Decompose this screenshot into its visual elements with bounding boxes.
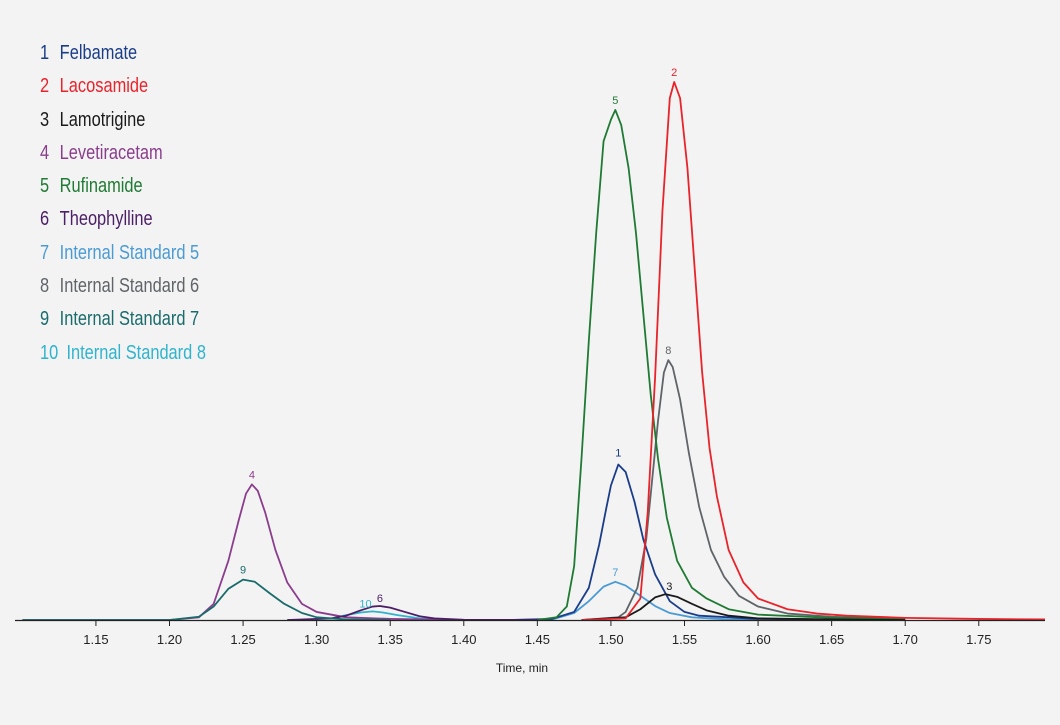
legend-name: Levetiracetam xyxy=(59,141,163,164)
x-tick-label: 1.25 xyxy=(230,632,255,647)
series-line-9 xyxy=(22,578,391,621)
legend-name: Felbamate xyxy=(59,42,138,64)
legend-item: 5 Rufinamide xyxy=(40,171,206,204)
legend-name: Lacosamide xyxy=(59,75,149,98)
peak-label-9: 9 xyxy=(240,565,246,577)
legend-item: 2 Lacosamide xyxy=(40,71,206,104)
legend-number: 2 xyxy=(40,75,50,98)
x-axis-title: Time, min xyxy=(496,661,548,675)
peak-label-10: 10 xyxy=(359,598,371,610)
x-tick-label: 1.40 xyxy=(451,632,476,647)
peak-label-2: 2 xyxy=(671,67,677,79)
legend-number: 9 xyxy=(40,308,50,331)
legend-name: Theophylline xyxy=(59,208,153,231)
legend-item: 4 Levetiracetam xyxy=(40,138,206,171)
legend-number: 6 xyxy=(40,208,50,231)
legend-item: 8 Internal Standard 6 xyxy=(40,271,206,304)
series-line-5 xyxy=(537,109,906,621)
series-line-1 xyxy=(507,463,906,621)
legend-item: 9 Internal Standard 7 xyxy=(40,304,206,337)
legend-number: 8 xyxy=(40,275,50,298)
legend-item: 6 Theophylline xyxy=(40,204,206,237)
legend-name: Internal Standard 8 xyxy=(66,341,206,364)
x-tick-label: 1.15 xyxy=(83,632,108,647)
peak-label-6: 6 xyxy=(377,593,383,605)
legend-number: 4 xyxy=(40,141,50,164)
series-line-6 xyxy=(287,605,538,621)
x-tick-label: 1.70 xyxy=(893,632,918,647)
legend-number: 7 xyxy=(40,241,50,264)
peak-label-7: 7 xyxy=(612,567,618,579)
peak-label-5: 5 xyxy=(612,95,618,107)
x-tick-label: 1.20 xyxy=(157,632,182,647)
peak-label-3: 3 xyxy=(666,581,672,593)
peak-label-8: 8 xyxy=(665,345,671,357)
x-tick-label: 1.45 xyxy=(525,632,550,647)
series-line-8 xyxy=(581,359,906,621)
x-tick-label: 1.65 xyxy=(819,632,844,647)
legend-name: Internal Standard 7 xyxy=(59,308,200,331)
legend-number: 1 xyxy=(40,42,50,64)
series-line-4 xyxy=(22,483,464,621)
x-tick-label: 1.55 xyxy=(672,632,697,647)
series-line-7 xyxy=(507,580,759,621)
series-layer xyxy=(22,81,1046,621)
peak-label-1: 1 xyxy=(615,448,621,460)
legend-number: 10 xyxy=(40,341,59,364)
x-tick-label: 1.75 xyxy=(966,632,991,647)
legend-number: 5 xyxy=(40,175,50,198)
series-line-3 xyxy=(581,593,906,621)
legend: 1 Felbamate 2 Lacosamide 3 Lamotrigine 4 Leveti… xyxy=(40,38,242,371)
x-tick-label: 1.50 xyxy=(598,632,623,647)
x-tick-label: 1.60 xyxy=(745,632,770,647)
legend-item: 1 Felbamate xyxy=(40,38,206,71)
legend-name: Internal Standard 6 xyxy=(59,275,200,298)
legend-name: Lamotrigine xyxy=(59,108,146,131)
x-tick-label: 1.35 xyxy=(378,632,403,647)
legend-item: 7 Internal Standard 5 xyxy=(40,238,206,271)
series-line-2 xyxy=(581,81,1046,621)
x-tick-label: 1.30 xyxy=(304,632,329,647)
legend-item: 3 Lamotrigine xyxy=(40,105,206,138)
peak-label-4: 4 xyxy=(249,469,255,481)
x-axis-ticks: 1.15 1.20 1.25 1.30 1.35 1.40 1.45 1.50 1.55 1.60… xyxy=(83,620,991,647)
legend-number: 3 xyxy=(40,108,50,131)
peak-labels: 1 2 3 4 5 6 7 8 9 10 xyxy=(240,67,677,610)
legend-item: 10 Internal Standard 8 xyxy=(40,338,206,371)
legend-name: Rufinamide xyxy=(59,175,143,198)
legend-name: Internal Standard 5 xyxy=(59,241,200,264)
